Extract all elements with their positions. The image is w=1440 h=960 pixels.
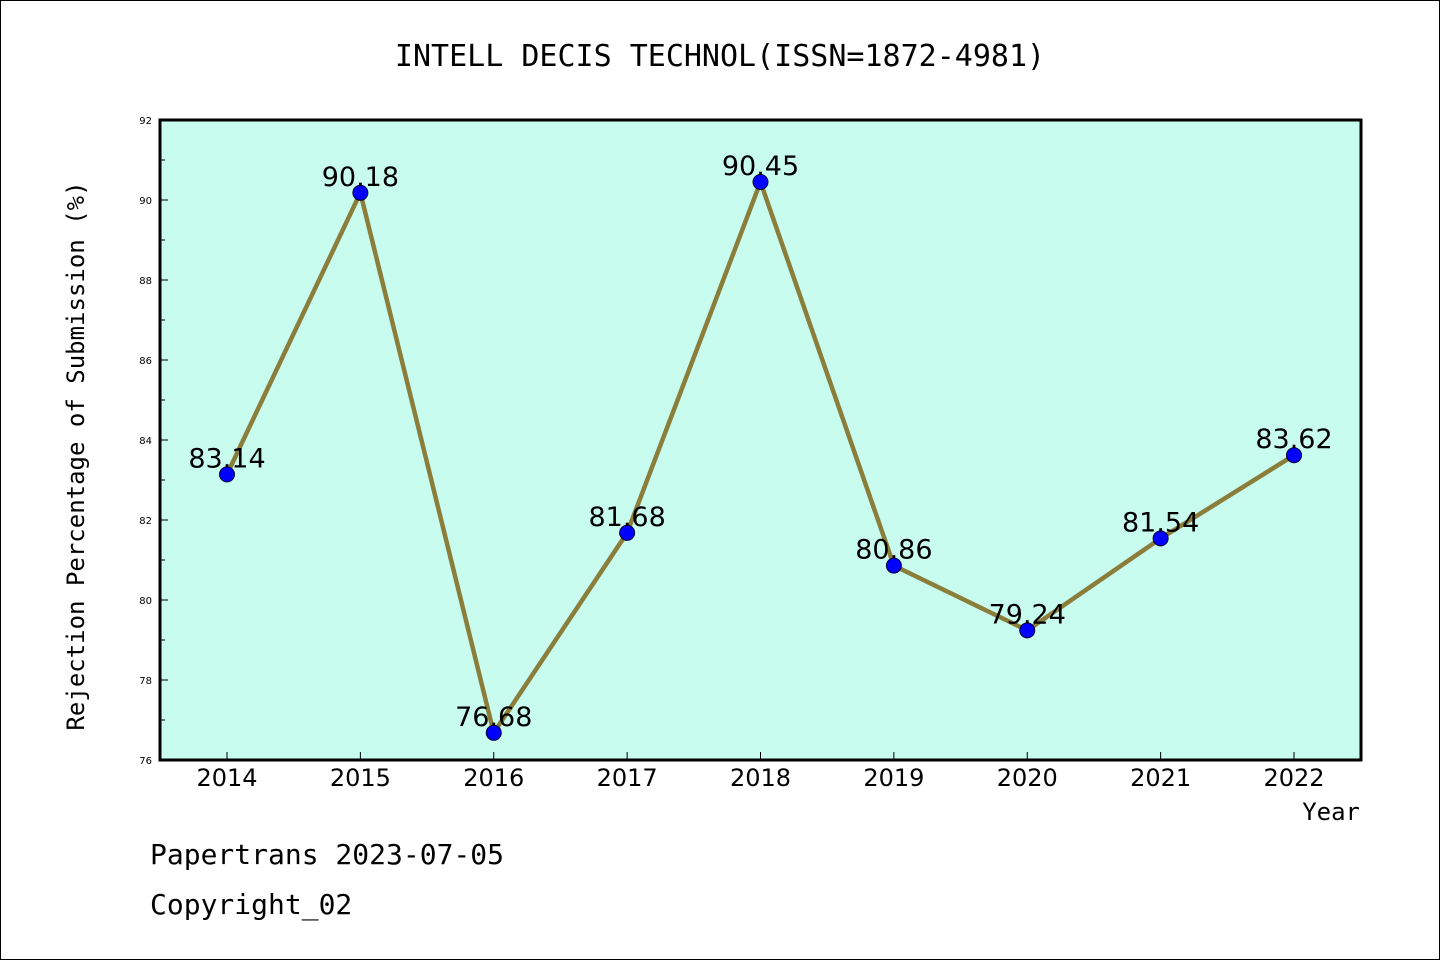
footer-date-line: Papertrans 2023-07-05 [150,838,504,871]
data-label: 83.62 [1255,424,1332,455]
y-tick-label: 86 [139,356,152,367]
footer-copyright-line: Copyright_02 [150,888,352,922]
x-tick-label: 2022 [1263,764,1324,792]
data-point [219,466,235,483]
y-tick-label: 82 [139,516,152,527]
data-label: 81.68 [588,502,665,533]
y-axis: 76 78 80 82 84 86 88 90 92 [139,116,168,767]
data-point [752,174,769,190]
chart-title: INTELL DECIS TECHNOL(ISSN=1872-4981) [395,39,1045,74]
x-tick-label: 2021 [1130,764,1191,792]
x-tick-label: 2019 [863,764,924,792]
x-tick-label: 2016 [463,764,524,792]
data-point [1019,622,1036,639]
x-axis: 2014 2015 2016 2017 2018 2019 2020 2021 2022 [196,752,1325,792]
y-tick-label: 84 [139,436,152,447]
data-point [1152,530,1169,547]
x-tick-label: 2018 [730,764,791,792]
data-label: 83.14 [188,443,265,474]
plot-area [158,118,1363,762]
data-label: 76.68 [455,702,532,733]
series-rejection-rate: 83.14 90.18 76.68 81.68 90.45 80.86 79.24 81.54… [188,151,1333,741]
data-label: 81.54 [1122,507,1199,538]
y-axis-label: Rejection Percentage of Submission (%) [62,181,90,730]
y-tick-label: 76 [139,756,152,767]
data-label: 90.45 [722,151,799,182]
x-tick-label: 2015 [330,764,391,792]
y-tick-label: 78 [139,676,152,687]
data-label: 79.24 [989,599,1066,630]
data-label: 90.18 [322,162,399,193]
data-point [1286,447,1302,464]
y-tick-label: 80 [139,596,152,607]
data-point [352,184,369,201]
data-point [485,724,502,741]
data-point [619,524,636,541]
y-tick-label: 90 [139,196,152,207]
y-tick-label: 88 [139,276,152,287]
y-tick-label: 92 [139,116,152,127]
data-point [885,557,902,574]
x-tick-label: 2014 [196,764,257,792]
x-axis-label: Year [1302,798,1360,826]
x-tick-label: 2020 [997,764,1058,792]
data-label: 80.86 [855,535,932,566]
x-tick-label: 2017 [597,764,658,792]
